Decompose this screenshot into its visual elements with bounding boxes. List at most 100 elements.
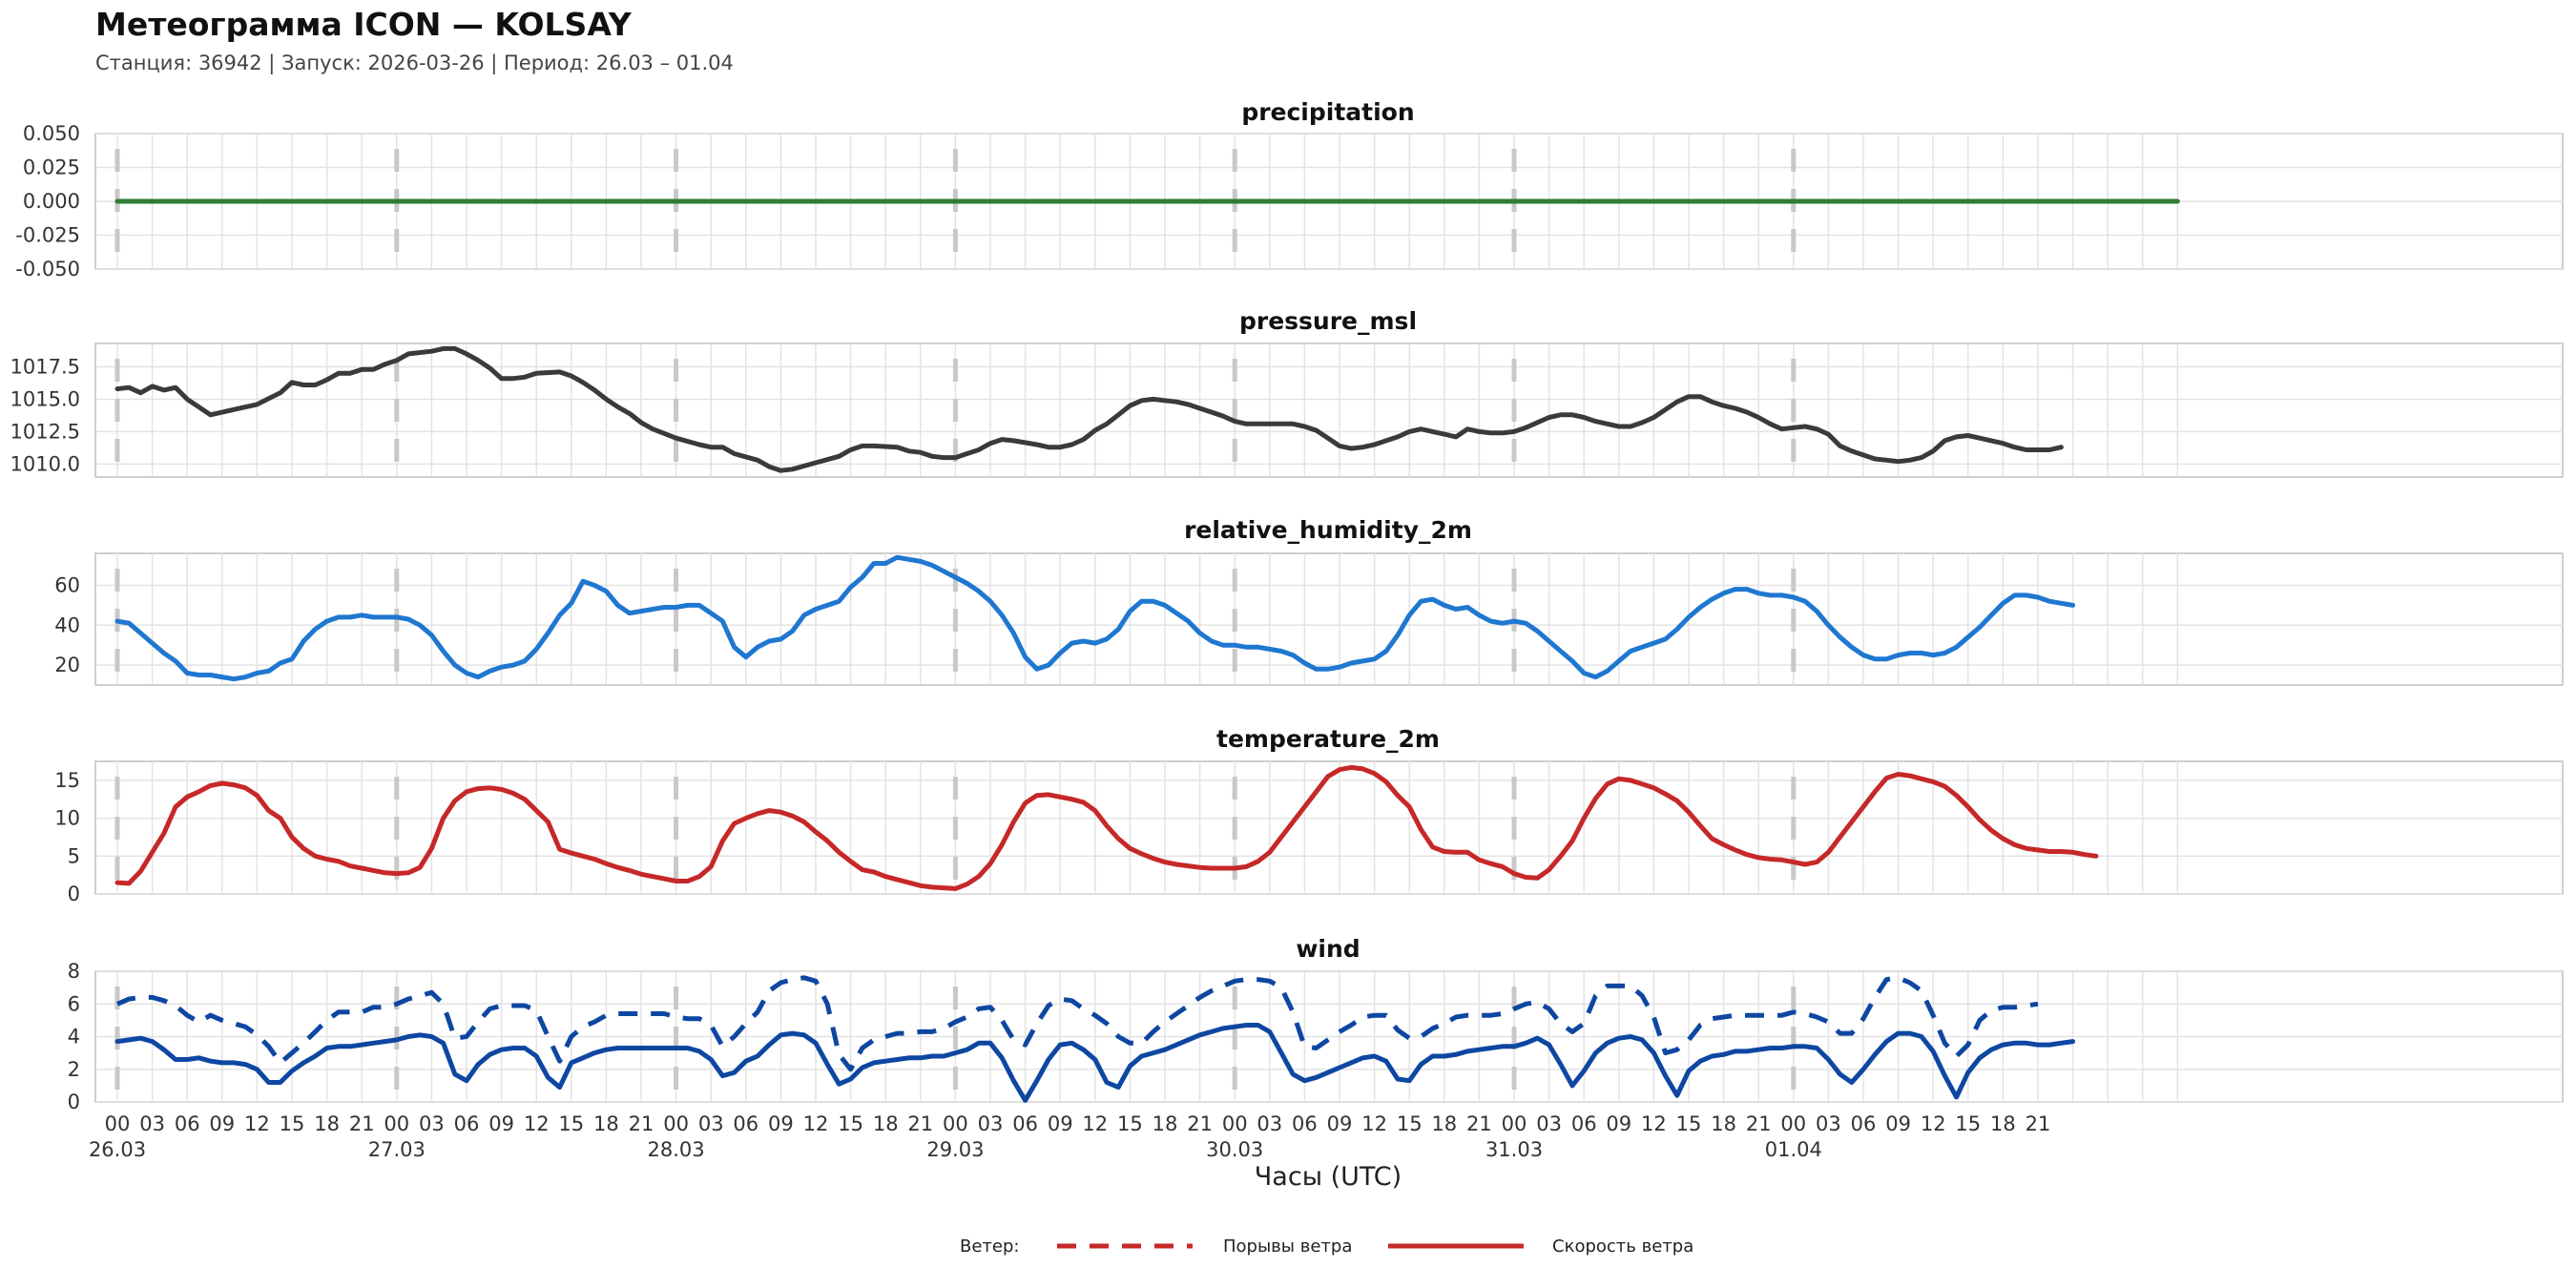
x-day-label: 29.03 — [926, 1138, 984, 1161]
x-tick-label: 03 — [1257, 1112, 1282, 1135]
y-tick-label: 5 — [68, 844, 80, 867]
x-tick-label: 15 — [1397, 1112, 1423, 1135]
series-line — [114, 1023, 2076, 1103]
x-day-label: 01.04 — [1765, 1138, 1822, 1161]
legend: Ветер: Порывы ветра Скорость ветра — [960, 1236, 1693, 1257]
x-tick-label: 09 — [768, 1112, 794, 1135]
x-tick-label: 18 — [1153, 1112, 1178, 1135]
y-tick-label: 0 — [68, 883, 80, 905]
panel-title: temperature_2m — [1216, 725, 1440, 753]
x-tick-label: 09 — [209, 1112, 235, 1135]
x-day-label: 26.03 — [89, 1138, 146, 1161]
y-tick-label: 1012.5 — [10, 420, 80, 443]
x-day-label: 31.03 — [1485, 1138, 1543, 1161]
x-tick-label: 18 — [1990, 1112, 2016, 1135]
x-axis-label: Часы (UTC) — [1255, 1162, 1402, 1192]
x-tick-label: 09 — [1606, 1112, 1631, 1135]
x-tick-label: 00 — [1780, 1112, 1806, 1135]
x-tick-label: 00 — [1222, 1112, 1248, 1135]
panel-pressure_msl: 1017.5 1015.0 1012.5 1010.0 pressure_msl — [10, 307, 2564, 478]
x-tick-label: 03 — [698, 1112, 724, 1135]
y-tick-label: -0.050 — [15, 258, 80, 280]
x-tick-label: 15 — [1117, 1112, 1143, 1135]
series-line — [114, 345, 2064, 473]
y-tick-label: 40 — [54, 613, 80, 636]
x-tick-label: 12 — [1921, 1112, 1946, 1135]
y-tick-label: 0.000 — [23, 190, 80, 213]
y-tick-label: 0.025 — [23, 156, 80, 179]
y-tick-label: 1010.0 — [10, 452, 80, 475]
x-tick-label: 15 — [280, 1112, 305, 1135]
x-tick-label: 06 — [454, 1112, 480, 1135]
panel-title: pressure_msl — [1239, 307, 1417, 335]
x-tick-label: 18 — [1711, 1112, 1736, 1135]
panel-title: wind — [1296, 935, 1360, 963]
y-tick-label: 2 — [68, 1058, 80, 1081]
x-tick-label: 18 — [1431, 1112, 1457, 1135]
panel-frame — [94, 760, 2564, 895]
panel-relative_humidity_2m: 60 40 20 relative_humidity_2m — [54, 516, 2564, 686]
panel-title: relative_humidity_2m — [1184, 516, 1472, 544]
x-tick-label: 15 — [1676, 1112, 1702, 1135]
page-subtitle: Станция: 36942 | Запуск: 2026-03-26 | Пе… — [95, 52, 734, 74]
page-title: Метеограмма ICON — KOLSAY — [95, 6, 632, 43]
x-tick-label: 15 — [1955, 1112, 1981, 1135]
y-tick-label: 0.050 — [23, 122, 80, 145]
x-tick-label: 00 — [384, 1112, 409, 1135]
x-tick-label: 21 — [629, 1112, 654, 1135]
x-tick-label: 03 — [139, 1112, 165, 1135]
x-tick-label: 06 — [1012, 1112, 1038, 1135]
x-tick-label: 21 — [349, 1112, 375, 1135]
x-tick-label: 03 — [978, 1112, 1004, 1135]
x-tick-label: 21 — [1187, 1112, 1213, 1135]
x-tick-label: 21 — [2025, 1112, 2051, 1135]
x-tick-label: 03 — [419, 1112, 445, 1135]
x-tick-label: 12 — [1641, 1112, 1667, 1135]
x-day-label: 28.03 — [648, 1138, 705, 1161]
x-tick-label: 15 — [558, 1112, 584, 1135]
x-tick-label: 15 — [838, 1112, 863, 1135]
panel-temperature_2m: 15 10 5 0 temperature_2m — [54, 725, 2564, 905]
y-tick-label: 1015.0 — [10, 387, 80, 410]
y-tick-label: -0.025 — [15, 224, 80, 247]
x-tick-label: 00 — [943, 1112, 968, 1135]
x-tick-label: 09 — [1327, 1112, 1353, 1135]
x-day-label: 30.03 — [1206, 1138, 1263, 1161]
x-tick-label: 12 — [803, 1112, 829, 1135]
y-tick-label: 0 — [68, 1091, 80, 1113]
series-line — [114, 764, 2099, 891]
x-tick-label: 06 — [1292, 1112, 1318, 1135]
legend-speed-label: Скорость ветра — [1552, 1236, 1693, 1257]
panel-frame — [94, 343, 2564, 478]
legend-gust-label: Порывы ветра — [1223, 1236, 1352, 1257]
x-tick-label: 18 — [314, 1112, 340, 1135]
x-tick-label: 06 — [175, 1112, 200, 1135]
chart-panels: 0.050 0.025 0.000 -0.025 -0.050 precipitation… — [10, 98, 2564, 1113]
x-tick-label: 00 — [105, 1112, 131, 1135]
x-tick-label: 06 — [1571, 1112, 1597, 1135]
y-tick-label: 20 — [54, 654, 80, 676]
x-tick-label: 12 — [244, 1112, 270, 1135]
x-tick-label: 12 — [1361, 1112, 1387, 1135]
y-tick-label: 1017.5 — [10, 355, 80, 378]
x-tick-label: 12 — [1082, 1112, 1108, 1135]
panel-wind: 8 6 4 2 0 wind — [68, 935, 2564, 1113]
panel-precipitation: 0.050 0.025 0.000 -0.025 -0.050 precipitation — [15, 98, 2564, 280]
y-tick-label: 8 — [68, 960, 80, 983]
x-tick-label: 18 — [873, 1112, 899, 1135]
x-tick-label: 21 — [1466, 1112, 1492, 1135]
series-line — [116, 975, 2039, 1072]
x-tick-label: 21 — [1746, 1112, 1772, 1135]
x-tick-label: 06 — [1851, 1112, 1877, 1135]
x-tick-label: 21 — [907, 1112, 933, 1135]
legend-label: Ветер: — [960, 1236, 1019, 1257]
series-line — [114, 554, 2076, 682]
y-tick-label: 15 — [54, 769, 80, 792]
x-tick-label: 00 — [1502, 1112, 1527, 1135]
x-tick-label: 09 — [1885, 1112, 1911, 1135]
y-tick-label: 4 — [68, 1026, 80, 1049]
y-tick-label: 6 — [68, 992, 80, 1015]
panel-frame — [94, 552, 2564, 686]
x-tick-label: 09 — [1048, 1112, 1073, 1135]
